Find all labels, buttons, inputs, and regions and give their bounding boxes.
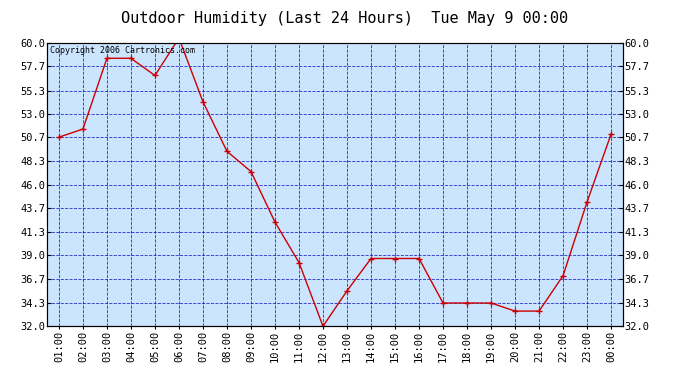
Text: Copyright 2006 Cartronics.com: Copyright 2006 Cartronics.com xyxy=(50,46,195,55)
Text: Outdoor Humidity (Last 24 Hours)  Tue May 9 00:00: Outdoor Humidity (Last 24 Hours) Tue May… xyxy=(121,11,569,26)
